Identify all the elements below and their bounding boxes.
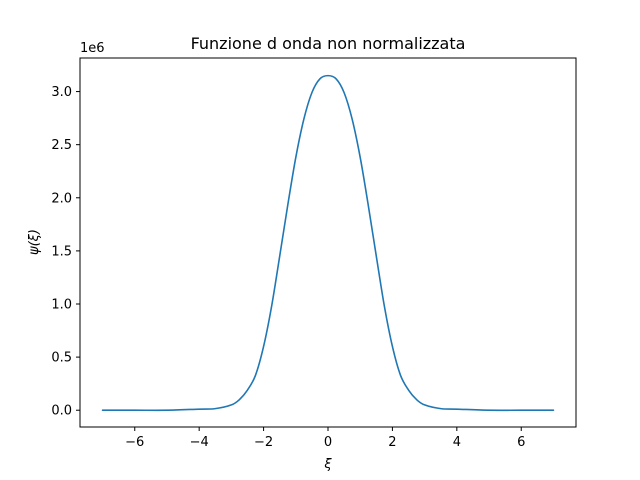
y-axis-label: ψ(ξ) xyxy=(27,229,42,255)
y-offset-label: 1e6 xyxy=(80,41,105,56)
y-tick-label: 2.0 xyxy=(51,191,72,206)
y-tick-label: 1.0 xyxy=(51,298,72,313)
y-tick-label: 0.5 xyxy=(51,351,72,366)
series-line-0 xyxy=(101,74,555,412)
x-axis-label: ξ xyxy=(323,457,332,472)
x-axis-ticks: −6 −4 −2 0 2 4 6 xyxy=(125,427,525,450)
plot-area xyxy=(101,74,555,412)
chart-title: Funzione d onda non normalizzata xyxy=(191,34,466,53)
x-tick-label: −2 xyxy=(254,435,273,450)
y-tick-label: 2.5 xyxy=(51,138,72,153)
x-tick-label: 0 xyxy=(324,435,332,450)
y-axis-ticks: 0.0 0.5 1.0 1.5 2.0 2.5 3.0 xyxy=(51,85,80,419)
y-tick-label: 0.0 xyxy=(51,404,72,419)
y-tick-label: 3.0 xyxy=(51,85,72,100)
x-tick-label: −4 xyxy=(190,435,209,450)
y-tick-label: 1.5 xyxy=(51,244,72,259)
x-tick-label: 4 xyxy=(453,435,461,450)
x-tick-label: 6 xyxy=(517,435,525,450)
x-tick-label: −6 xyxy=(125,435,144,450)
x-tick-label: 2 xyxy=(388,435,396,450)
